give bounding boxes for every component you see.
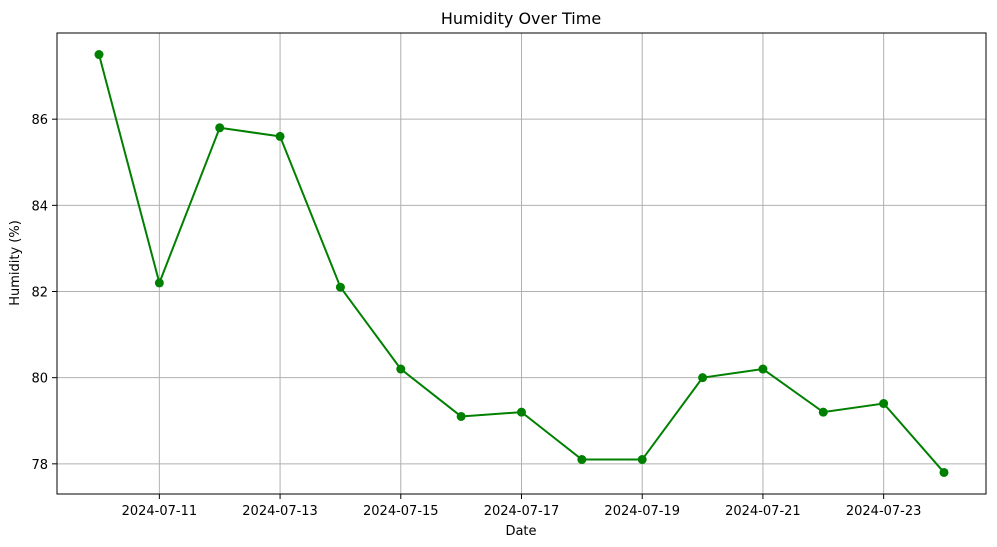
x-tick-label: 2024-07-23	[846, 504, 922, 519]
axis-ticks: 2024-07-11 2024-07-13 2024-07-15 2024-07-17…	[31, 113, 921, 519]
x-tick-label: 2024-07-17	[484, 504, 560, 519]
chart-title: Humidity Over Time	[441, 9, 601, 28]
data-point	[154, 278, 164, 288]
series-layer	[94, 50, 949, 477]
data-point	[637, 455, 647, 465]
data-point	[335, 282, 345, 292]
x-axis-label: Date	[505, 524, 536, 539]
x-tick-label: 2024-07-11	[122, 504, 198, 519]
data-point	[456, 411, 466, 421]
y-tick-label: 78	[31, 458, 48, 473]
x-tick-label: 2024-07-15	[363, 504, 439, 519]
y-tick-label: 82	[31, 286, 48, 301]
grid	[57, 33, 986, 494]
data-point	[577, 455, 587, 465]
x-tick-label: 2024-07-19	[604, 504, 680, 519]
data-point	[818, 407, 828, 417]
data-point	[396, 364, 406, 374]
data-point	[698, 373, 708, 383]
y-tick-label: 84	[31, 199, 48, 214]
data-point	[939, 467, 949, 477]
data-point	[758, 364, 768, 374]
x-tick-label: 2024-07-13	[242, 504, 318, 519]
data-point	[215, 123, 225, 133]
data-point	[517, 407, 526, 417]
data-point	[879, 399, 889, 409]
data-point	[275, 131, 285, 141]
data-point	[94, 50, 104, 60]
x-tick-label: 2024-07-21	[725, 504, 801, 519]
y-tick-label: 86	[31, 113, 48, 128]
y-axis-label: Humidity (%)	[8, 220, 23, 306]
y-tick-label: 80	[31, 372, 48, 387]
